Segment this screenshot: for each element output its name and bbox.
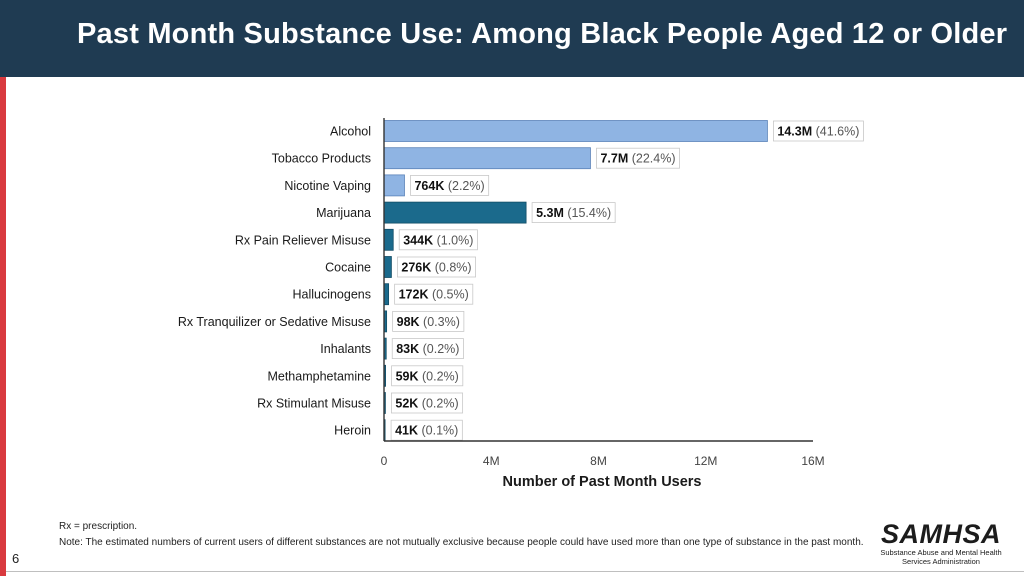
data-label-box <box>397 256 476 278</box>
page-number: 6 <box>12 551 20 566</box>
x-tick-label: 8M <box>590 454 607 468</box>
footnote-note: Note: The estimated numbers of current u… <box>59 537 864 548</box>
data-label: 83K (0.2%) <box>396 342 459 356</box>
data-label-box <box>390 392 464 414</box>
logo-wordmark: SAMHSA <box>880 519 1001 549</box>
category-label: Alcohol <box>330 125 371 139</box>
data-label: 276K (0.8%) <box>401 261 471 275</box>
bar <box>383 147 591 170</box>
x-tick-label: 16M <box>801 454 824 468</box>
category-label: Marijuana <box>316 206 371 220</box>
samhsa-logo: SAMHSA Substance Abuse and Mental Health… <box>876 520 1006 570</box>
data-label-box <box>596 147 680 169</box>
data-label: 59K (0.2%) <box>396 369 459 383</box>
data-label-box <box>531 202 616 224</box>
category-label: Methamphetamine <box>267 369 371 383</box>
data-label-box <box>390 419 463 441</box>
bar <box>383 120 768 142</box>
x-tick-label: 4M <box>483 454 500 468</box>
left-accent-bar <box>0 77 6 576</box>
bar <box>383 256 392 278</box>
category-label: Rx Pain Reliever Misuse <box>235 233 371 247</box>
data-label: 344K (1.0%) <box>403 233 473 247</box>
category-label: Nicotine Vaping <box>284 179 371 193</box>
slide-header: Past Month Substance Use: Among Black Pe… <box>0 0 1024 77</box>
data-label-box <box>398 229 478 251</box>
logo-subtitle-line-2: Services Administration <box>902 557 980 566</box>
x-tick-label: 0 <box>381 454 388 468</box>
category-label: Hallucinogens <box>292 288 371 302</box>
data-label-box <box>394 283 474 305</box>
bar <box>383 174 405 197</box>
footnote-rx: Rx = prescription. <box>59 521 138 532</box>
data-label-box <box>410 174 490 196</box>
data-label: 5.3M (15.4%) <box>536 206 611 220</box>
data-label-box <box>391 338 464 360</box>
data-label: 41K (0.1%) <box>395 424 458 438</box>
bar <box>383 228 394 251</box>
bottom-rule <box>6 571 1024 572</box>
logo-subtitle-line-1: Substance Abuse and Mental Health <box>880 548 1002 557</box>
x-axis-title: Number of Past Month Users <box>503 474 702 490</box>
data-label-box <box>773 120 864 142</box>
slide-title: Past Month Substance Use: Among Black Pe… <box>77 18 1008 50</box>
category-label: Heroin <box>334 424 371 438</box>
data-label: 7.7M (22.4%) <box>600 152 675 166</box>
data-label: 52K (0.2%) <box>395 397 458 411</box>
x-tick-label: 12M <box>694 454 717 468</box>
data-label: 14.3M (41.6%) <box>777 125 859 139</box>
data-label: 764K (2.2%) <box>414 179 484 193</box>
category-label: Cocaine <box>325 261 371 275</box>
data-label-box <box>392 310 465 332</box>
category-label: Rx Tranquilizer or Sedative Misuse <box>178 315 371 329</box>
data-label: 98K (0.3%) <box>397 315 460 329</box>
data-label: 172K (0.5%) <box>399 288 469 302</box>
bar <box>383 201 527 224</box>
category-label: Tobacco Products <box>272 152 371 166</box>
data-label-box <box>391 365 464 387</box>
category-label: Inhalants <box>320 342 371 356</box>
category-label: Rx Stimulant Misuse <box>257 397 371 411</box>
